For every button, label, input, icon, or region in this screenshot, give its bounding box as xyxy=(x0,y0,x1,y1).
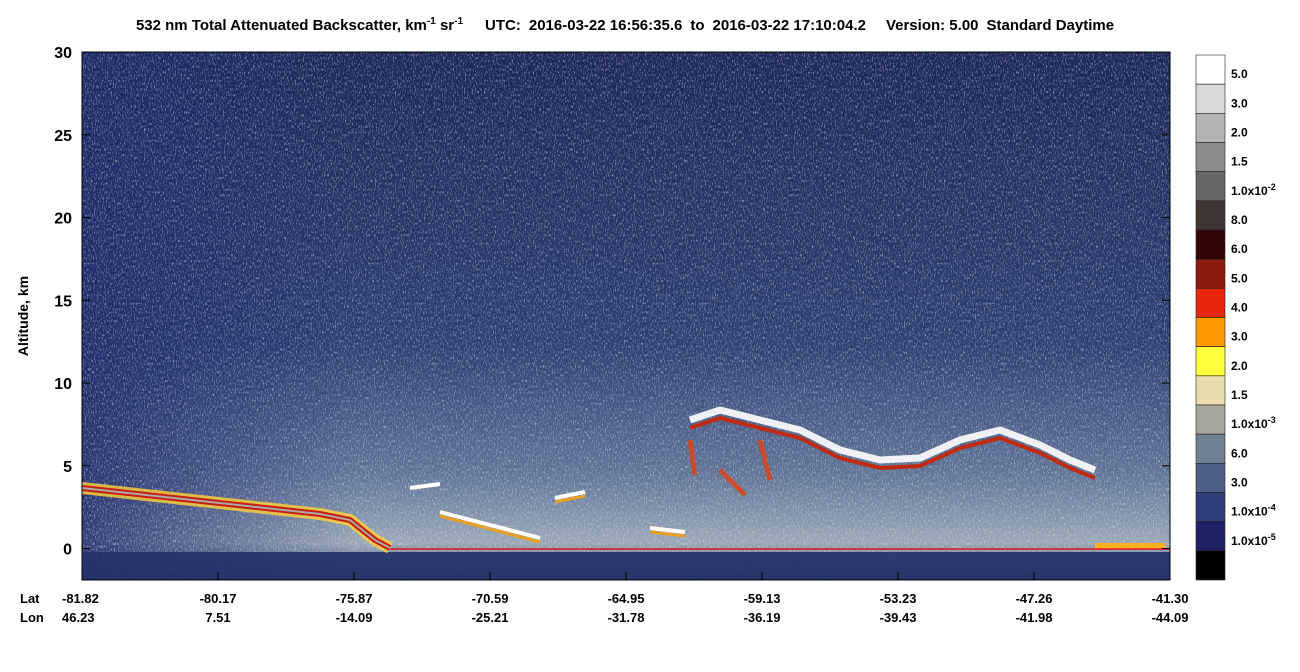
colorbar-label-mantissa: 1.0x10 xyxy=(1231,534,1268,548)
lon-label: -44.09 xyxy=(1152,610,1189,625)
colorbar-label-exponent: -4 xyxy=(1268,503,1276,513)
lon-label: -25.21 xyxy=(472,610,509,625)
lat-label: -75.87 xyxy=(336,591,373,606)
cloud-layer xyxy=(687,439,773,497)
lon-label: -41.98 xyxy=(1016,610,1053,625)
colorbar-label: 5.0 xyxy=(1231,271,1248,285)
colorbar-label: 4.0 xyxy=(1231,301,1248,315)
lon-label: -36.19 xyxy=(744,610,781,625)
surface-return xyxy=(81,487,391,549)
colorbar-label: 5.0 xyxy=(1231,67,1248,81)
colorbar-label: 3.0 xyxy=(1231,96,1248,110)
colorbar-label: 2.0 xyxy=(1231,126,1248,140)
colorbar-label: 6.0 xyxy=(1231,242,1248,256)
cloud-layer xyxy=(689,415,1096,480)
colorbar-swatch xyxy=(1195,346,1226,377)
colorbar-swatch xyxy=(1195,288,1226,318)
colorbar-swatch xyxy=(1195,375,1226,406)
y-tick-label: 20 xyxy=(54,211,72,228)
y-tick-label: 0 xyxy=(63,542,72,559)
lat-label: -81.82 xyxy=(62,591,99,606)
colorbar-swatch xyxy=(1195,54,1226,85)
colorbar-label: 3.0 xyxy=(1231,330,1248,344)
colorbar-swatch xyxy=(1195,171,1226,202)
plot-area xyxy=(81,51,1171,581)
colorbar-label: 3.0 xyxy=(1231,476,1248,490)
lon-label: -39.43 xyxy=(880,610,917,625)
colorbar-label: 8.0 xyxy=(1231,213,1248,227)
lat-label: -64.95 xyxy=(608,591,645,606)
colorbar-label-mantissa: 1.0x10 xyxy=(1231,505,1268,519)
colorbar-swatch xyxy=(1195,463,1226,493)
colorbar-swatch xyxy=(1195,258,1226,289)
colorbar-swatch xyxy=(1195,200,1226,231)
y-tick-label: 10 xyxy=(54,376,72,393)
lat-label: -47.26 xyxy=(1016,591,1053,606)
lat-label: -53.23 xyxy=(880,591,917,606)
lat-label: -41.30 xyxy=(1152,591,1189,606)
lon-label: 46.23 xyxy=(62,610,95,625)
colorbar-label: 2.0 xyxy=(1231,359,1248,373)
colorbar-label: 6.0 xyxy=(1231,446,1248,460)
colorbar-swatch xyxy=(1195,83,1226,114)
y-tick-label: 15 xyxy=(54,293,72,310)
cloud-layer xyxy=(409,482,686,540)
lat-label: -70.59 xyxy=(472,591,509,606)
signal-noise xyxy=(650,150,1100,550)
colorbar-label: 1.5 xyxy=(1231,155,1248,169)
chart-title: 532 nm Total Attenuated Backscatter, km-… xyxy=(136,16,1114,34)
colorbar-swatch xyxy=(1195,404,1226,435)
colorbar-label-mantissa: 1.0x10 xyxy=(1231,184,1268,198)
colorbar-swatch xyxy=(1195,550,1226,581)
lat-label: -59.13 xyxy=(744,591,781,606)
lon-label: -14.09 xyxy=(336,610,373,625)
y-tick-label: 5 xyxy=(63,459,72,476)
colorbar-label-exponent: -3 xyxy=(1268,415,1276,425)
colorbar-label: 1.0x10-4 xyxy=(1231,503,1276,519)
colorbar-label: 1.0x10-5 xyxy=(1231,532,1276,548)
lon-label: -31.78 xyxy=(608,610,645,625)
colorbar-label: 1.5 xyxy=(1231,388,1248,402)
cloud-layer xyxy=(688,406,1097,474)
colorbar-label-mantissa: 1.0x10 xyxy=(1231,417,1268,431)
colorbar-swatch xyxy=(1195,113,1226,143)
y-tick-label: 25 xyxy=(54,128,72,145)
lat-label: -80.17 xyxy=(200,591,237,606)
colorbar-label: 1.0x10-3 xyxy=(1231,415,1276,431)
x-row-label: Lat xyxy=(20,591,40,606)
lon-label: 7.51 xyxy=(205,610,230,625)
y-axis-label: Altitude, km xyxy=(15,276,31,356)
x-row-label: Lon xyxy=(20,610,44,625)
colorbar-swatch xyxy=(1195,317,1226,347)
y-tick-label: 30 xyxy=(54,45,72,62)
colorbar-label: 1.0x10-2 xyxy=(1231,182,1276,198)
colorbar-swatch xyxy=(1195,433,1226,464)
colorbar-swatch xyxy=(1195,142,1226,172)
colorbar-swatch xyxy=(1195,492,1226,522)
cloud-layer xyxy=(439,494,686,544)
colorbar-label-exponent: -2 xyxy=(1268,182,1276,192)
colorbar-swatch xyxy=(1195,521,1226,552)
colorbar-swatch xyxy=(1195,229,1226,260)
colorbar-label-exponent: -5 xyxy=(1268,532,1276,542)
